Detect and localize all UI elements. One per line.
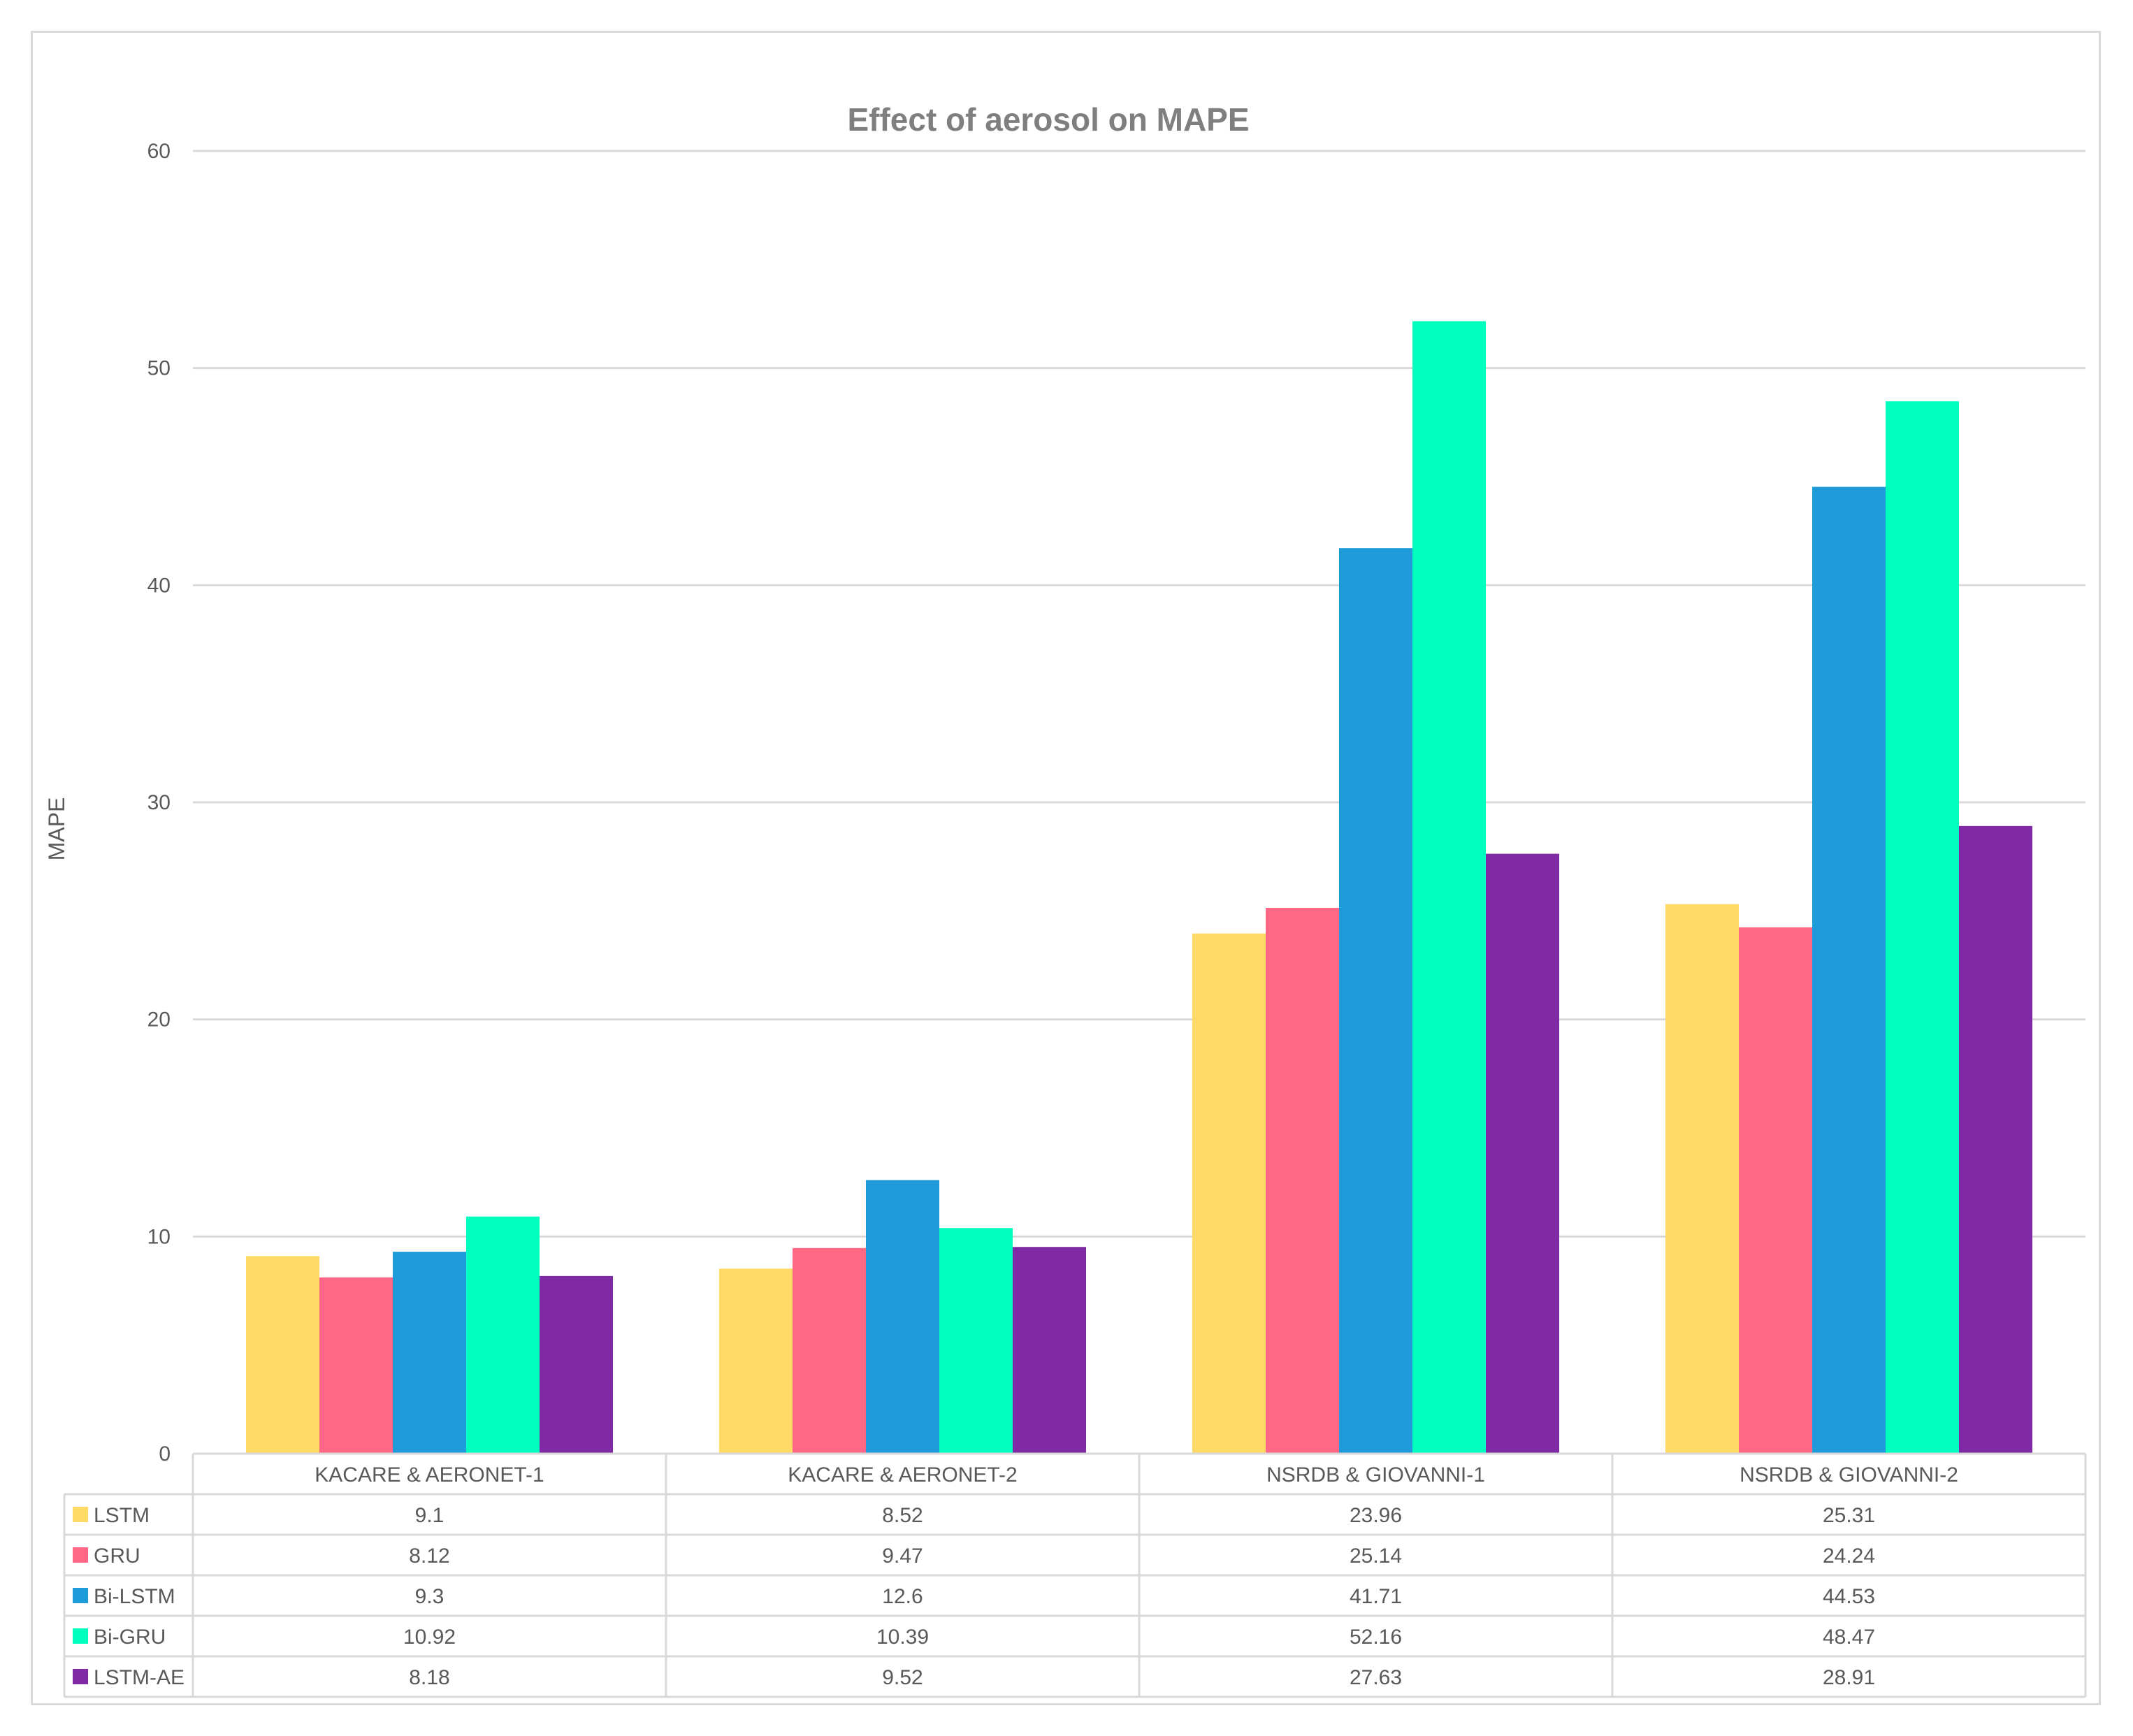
table-cell-value: 48.47 bbox=[1823, 1626, 1875, 1649]
bar bbox=[1812, 486, 1886, 1454]
table-cell-value: 24.24 bbox=[1823, 1545, 1875, 1568]
bar bbox=[1739, 927, 1812, 1454]
x-category-label: KACARE & AERONET-1 bbox=[314, 1463, 544, 1487]
chart-frame bbox=[31, 31, 2101, 1705]
bar bbox=[1192, 933, 1266, 1454]
legend-label: LSTM bbox=[94, 1504, 150, 1527]
bar bbox=[1412, 321, 1486, 1454]
bar bbox=[1486, 853, 1559, 1454]
legend-label: Bi-GRU bbox=[94, 1626, 166, 1649]
table-cell-value: 25.31 bbox=[1823, 1504, 1875, 1527]
bar bbox=[466, 1216, 540, 1454]
chart-title: Effect of aerosol on MAPE bbox=[847, 101, 1249, 138]
y-axis-label: MAPE bbox=[44, 797, 69, 861]
bar bbox=[1886, 401, 1959, 1454]
bar bbox=[1665, 904, 1739, 1454]
legend-label: Bi-LSTM bbox=[94, 1585, 175, 1608]
bar bbox=[246, 1256, 319, 1454]
bar bbox=[540, 1275, 613, 1454]
table-cell-value: 41.71 bbox=[1350, 1585, 1402, 1608]
table-cell-value: 28.91 bbox=[1823, 1666, 1875, 1689]
y-tick-label: 30 bbox=[147, 791, 171, 814]
bar bbox=[1013, 1247, 1086, 1454]
table-cell-value: 8.52 bbox=[882, 1504, 923, 1527]
y-tick-label: 10 bbox=[147, 1225, 171, 1248]
y-tick-label: 40 bbox=[147, 574, 171, 597]
table-cell-value: 10.39 bbox=[876, 1626, 929, 1649]
y-axis-ticks: 0 10 20 30 40 50 60 bbox=[147, 140, 171, 1466]
legend-swatch bbox=[73, 1507, 88, 1522]
y-tick-label: 20 bbox=[147, 1008, 171, 1032]
table-cell-value: 44.53 bbox=[1823, 1585, 1875, 1608]
table-cell-value: 25.14 bbox=[1350, 1545, 1402, 1568]
bar bbox=[393, 1252, 466, 1454]
legend-label: LSTM-AE bbox=[94, 1666, 185, 1689]
table-cell-value: 12.6 bbox=[882, 1585, 923, 1608]
table-cell-value: 9.52 bbox=[882, 1666, 923, 1689]
table-cell-value: 9.3 bbox=[415, 1585, 444, 1608]
table-cell-value: 23.96 bbox=[1350, 1504, 1402, 1527]
bar bbox=[719, 1268, 793, 1454]
bar bbox=[793, 1247, 866, 1454]
table-cell-value: 9.47 bbox=[882, 1545, 923, 1568]
legend-label: GRU bbox=[94, 1545, 140, 1568]
x-category-label: NSRDB & GIOVANNI-1 bbox=[1266, 1463, 1485, 1487]
bar bbox=[1266, 907, 1339, 1454]
data-table: KACARE & AERONET-1 KACARE & AERONET-2 NSRD… bbox=[63, 1452, 2087, 1698]
table-cell-value: 10.92 bbox=[403, 1626, 456, 1649]
table-cell-value: 8.18 bbox=[409, 1666, 449, 1689]
y-tick-label: 50 bbox=[147, 357, 171, 380]
y-tick-label: 60 bbox=[147, 140, 171, 163]
bar bbox=[939, 1228, 1013, 1454]
table-cell-value: 27.63 bbox=[1350, 1666, 1402, 1689]
legend-swatch bbox=[73, 1588, 88, 1603]
x-category-label: NSRDB & GIOVANNI-2 bbox=[1740, 1463, 1958, 1487]
table-cell-value: 52.16 bbox=[1350, 1626, 1402, 1649]
x-category-label: KACARE & AERONET-2 bbox=[788, 1463, 1017, 1487]
bar bbox=[1339, 548, 1412, 1454]
bar bbox=[1959, 825, 2032, 1454]
legend-swatch bbox=[73, 1628, 88, 1644]
legend-swatch bbox=[73, 1547, 88, 1563]
table-cell-value: 8.12 bbox=[409, 1545, 449, 1568]
bar bbox=[319, 1277, 393, 1454]
bar bbox=[866, 1180, 939, 1454]
legend-swatch bbox=[73, 1669, 88, 1684]
table-cell-value: 9.1 bbox=[415, 1504, 444, 1527]
bars bbox=[246, 321, 2032, 1454]
y-tick-label: 0 bbox=[159, 1442, 171, 1466]
